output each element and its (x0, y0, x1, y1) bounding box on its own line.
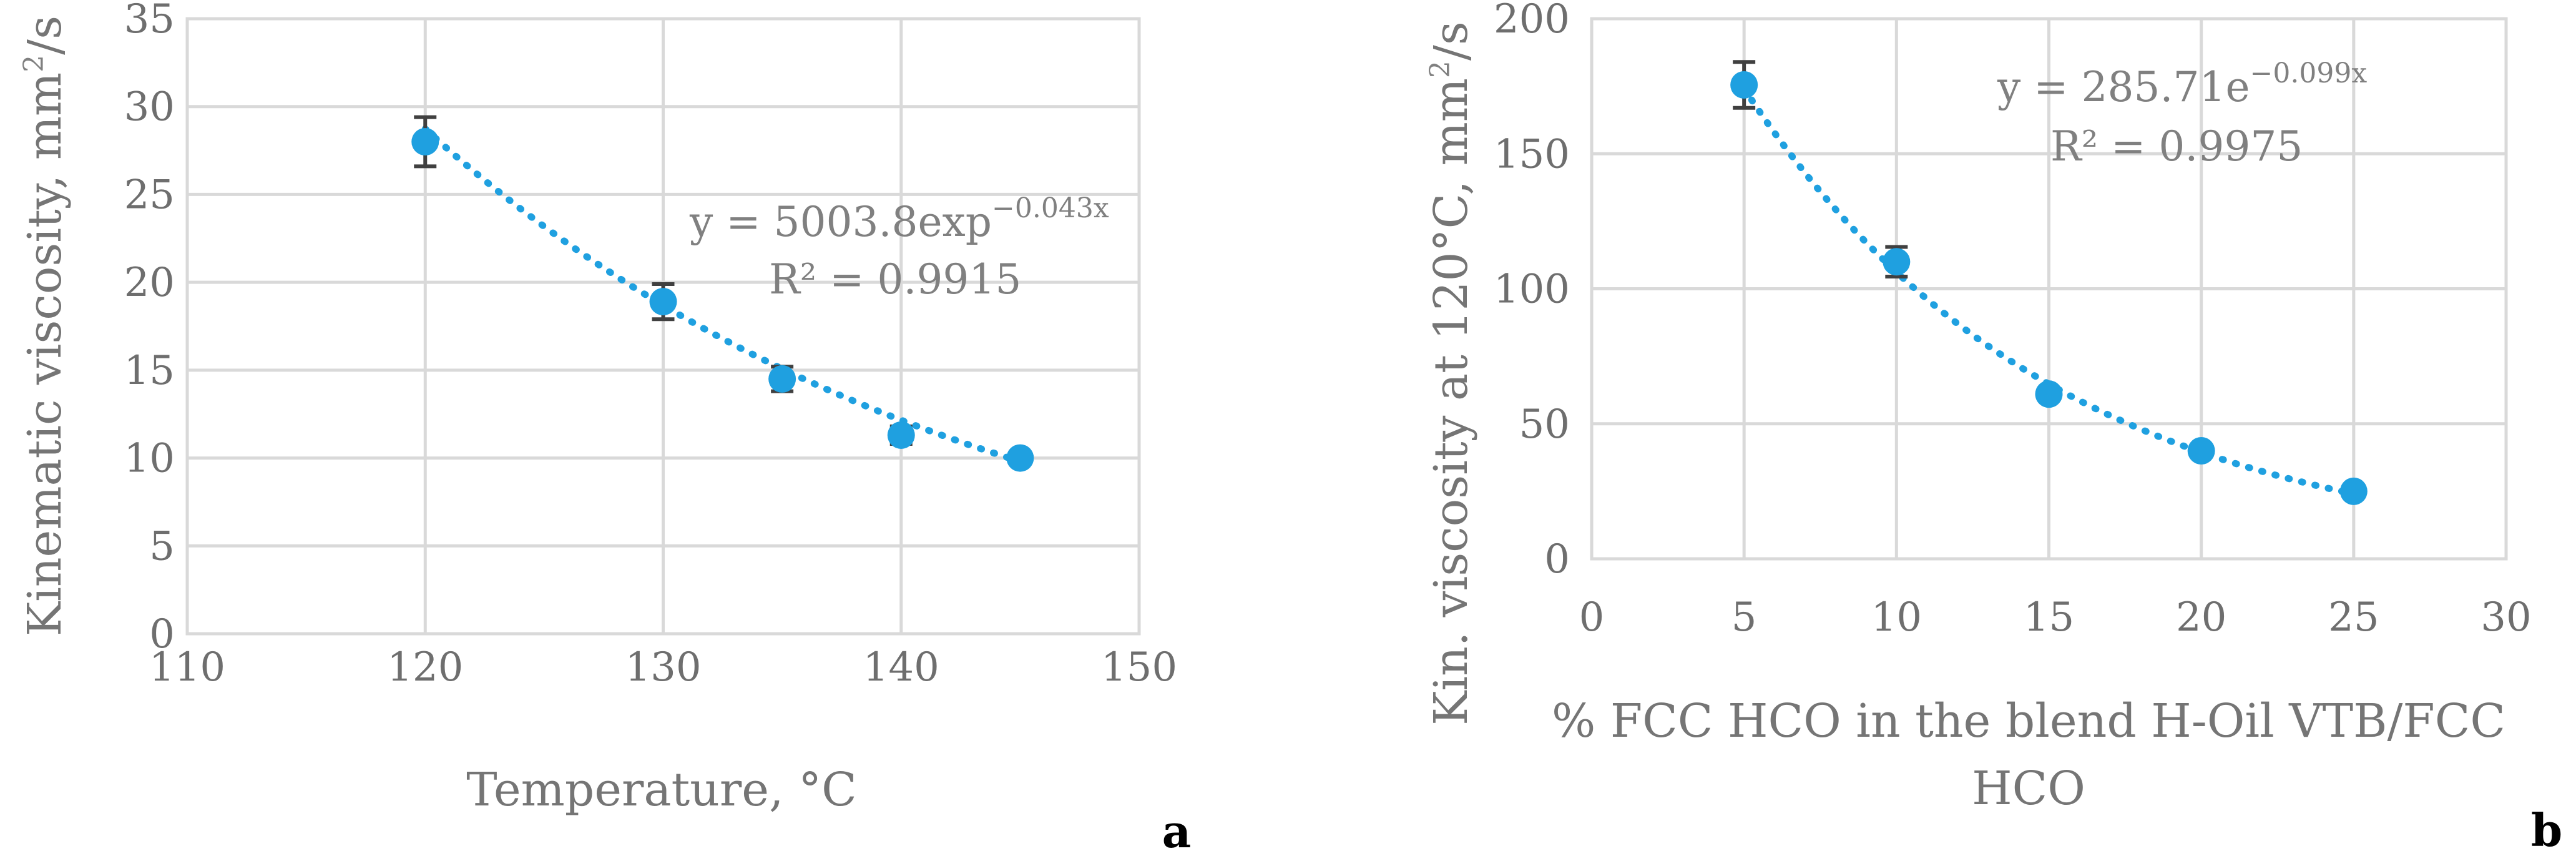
data-point (887, 421, 915, 449)
data-point (1006, 444, 1034, 472)
x-tick-label: 30 (2481, 594, 2531, 641)
x-tick-label: 130 (625, 644, 701, 691)
x-tick-label: 0 (1579, 594, 1605, 641)
data-point (2339, 477, 2368, 505)
chart-a-x-axis-title: Temperature, °C (466, 763, 856, 817)
data-point (649, 288, 677, 316)
chart-b: 0 50 100 150 200 0 5 10 15 20 25 30 y = 285.71e−0.… (1424, 0, 2562, 857)
y-tick-label: 200 (1494, 0, 1570, 42)
chart-b-x-axis-title-line2: HCO (1972, 762, 2085, 815)
data-point (411, 128, 439, 155)
chart-a-x-tick-labels: 110 120 130 140 150 (149, 644, 1177, 691)
y-tick-label: 50 (1519, 401, 1570, 448)
chart-a-panel-label: a (1162, 805, 1192, 858)
chart-b-panel-label: b (2531, 804, 2562, 857)
chart-b-equation: y = 285.71e−0.099x (1997, 57, 2367, 111)
y-tick-label: 5 (149, 523, 175, 569)
chart-b-gridlines (1590, 17, 2508, 561)
y-tick-label: 0 (1544, 536, 1570, 583)
data-point (2035, 380, 2063, 408)
y-tick-label: 150 (1494, 131, 1570, 177)
chart-a-y-axis-title: Kinematic viscosity, mm2/s (18, 16, 72, 636)
x-tick-label: 140 (863, 644, 939, 691)
chart-a-r-squared: R² = 0.9915 (769, 255, 1021, 303)
x-tick-label: 5 (1731, 594, 1757, 641)
chart-a-equation: y = 5003.8exp−0.043x (689, 192, 1109, 246)
chart-b-y-tick-labels: 0 50 100 150 200 (1494, 0, 1570, 583)
x-tick-label: 150 (1101, 644, 1177, 691)
chart-a-y-tick-labels: 0 5 10 15 20 25 30 35 (124, 0, 175, 657)
y-tick-label: 100 (1494, 267, 1570, 313)
data-point (768, 365, 796, 393)
y-tick-label: 30 (124, 84, 175, 130)
x-tick-label: 120 (387, 644, 463, 691)
y-tick-label: 10 (124, 436, 175, 482)
data-point (1730, 71, 1758, 99)
y-tick-label: 35 (124, 0, 175, 42)
x-tick-label: 15 (2024, 594, 2074, 641)
y-tick-label: 15 (124, 348, 175, 394)
chart-b-x-tick-labels: 0 5 10 15 20 25 30 (1579, 594, 2532, 641)
y-tick-label: 0 (149, 611, 175, 657)
chart-a-data-points (411, 128, 1034, 472)
chart-b-y-axis-title: Kin. viscosity at 120°C, mm2/s (1424, 21, 1478, 726)
chart-a: 0 5 10 15 20 25 30 35 110 120 130 140 150 y = 5003.… (18, 0, 1191, 858)
y-tick-label: 20 (124, 260, 175, 306)
data-point (2187, 437, 2215, 465)
x-tick-label: 25 (2328, 594, 2379, 641)
x-tick-label: 20 (2176, 594, 2226, 641)
chart-b-data-points (1730, 71, 2368, 505)
x-tick-label: 10 (1871, 594, 1922, 641)
chart-a-gridlines (185, 17, 1141, 636)
chart-b-x-axis-title-line1: % FCC HCO in the blend H-Oil VTB/FCC (1552, 694, 2505, 748)
data-point (1883, 248, 1911, 276)
chart-b-r-squared: R² = 0.9975 (2050, 122, 2303, 170)
y-tick-label: 25 (124, 172, 175, 218)
x-tick-label: 110 (149, 644, 225, 691)
